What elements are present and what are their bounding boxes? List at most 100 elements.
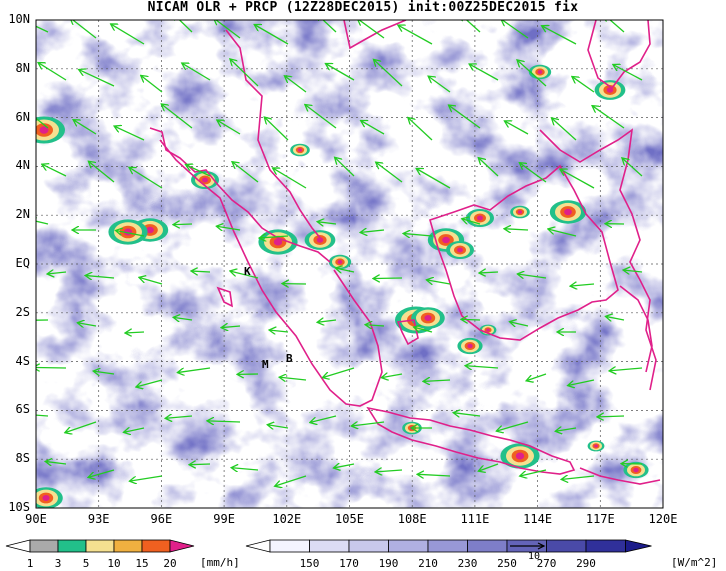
wind-arrow xyxy=(166,416,193,418)
olr-colorbar-swatch xyxy=(427,539,468,553)
wind-arrow xyxy=(174,224,193,225)
wind-arrow xyxy=(137,379,163,387)
coast-luzon xyxy=(587,20,651,90)
wind-arrow xyxy=(336,268,355,272)
wind-arrow xyxy=(36,220,49,224)
wind-arrow xyxy=(593,106,625,129)
wind-arrow xyxy=(285,76,307,93)
wind-arrow xyxy=(505,121,529,135)
coast-sulawesi xyxy=(619,285,653,373)
place-label-m: M xyxy=(262,358,269,371)
wind-arrow xyxy=(311,415,337,422)
wind-arrow xyxy=(318,222,337,224)
precip-colorbar-low-end xyxy=(5,539,31,553)
wind-arrow xyxy=(335,158,355,177)
wind-arrow xyxy=(260,236,289,238)
wind-arrow xyxy=(454,413,481,416)
wind-arrow xyxy=(417,169,451,189)
precip-core xyxy=(146,226,154,234)
wind-arrow xyxy=(518,61,547,87)
wind-arrow xyxy=(89,469,115,477)
olr-tick-label: 290 xyxy=(576,557,596,570)
wind-arrow xyxy=(130,168,163,189)
wind-arrow xyxy=(255,25,289,45)
precip-core xyxy=(633,467,639,473)
wind-arrow xyxy=(94,371,115,374)
wind-arrow xyxy=(479,158,499,177)
precip-core xyxy=(442,236,450,244)
wind-arrow xyxy=(231,271,259,279)
wind-arrow xyxy=(552,119,577,141)
wind-arrow xyxy=(117,231,145,237)
wind-arrow xyxy=(598,416,625,417)
olr-tick-label: 150 xyxy=(300,557,320,570)
wind-arrow xyxy=(569,379,595,385)
wind-arrow xyxy=(326,64,355,81)
wind-arrow xyxy=(265,118,289,141)
wind-arrow xyxy=(404,234,433,236)
wind-arrow xyxy=(323,367,355,377)
wind-arrow xyxy=(36,367,67,368)
wind-arrow xyxy=(280,377,307,380)
wind-arrow xyxy=(374,60,403,87)
olr-colorbar-swatch xyxy=(467,539,508,553)
lon-label: 99E xyxy=(213,512,235,526)
wind-arrow xyxy=(376,163,403,183)
precip-core xyxy=(517,210,523,214)
olr-colorbar-swatch xyxy=(585,539,626,553)
wind-arrow xyxy=(427,280,451,284)
wind-arrow xyxy=(429,77,451,93)
wind-arrow xyxy=(463,219,481,225)
precip-tick-label: 5 xyxy=(83,557,90,570)
wind-arrow xyxy=(358,20,385,39)
coast-island-bangka xyxy=(396,319,419,346)
wind-arrow xyxy=(399,26,433,45)
precip-colorbar-swatch xyxy=(113,539,143,553)
wind-arrow xyxy=(415,327,433,332)
wind-arrow xyxy=(268,425,289,428)
wind-arrow xyxy=(173,20,193,33)
wind-arrow xyxy=(542,26,577,45)
wind-arrow xyxy=(232,468,259,470)
wind-arrow xyxy=(36,414,49,417)
wind-arrow xyxy=(231,60,259,87)
wind-arrow xyxy=(78,323,97,326)
precip-core xyxy=(202,177,208,183)
olr-unit-label: [W/m^2] xyxy=(671,556,718,569)
wind-arrow xyxy=(36,117,49,129)
coastlines xyxy=(149,20,661,485)
wind-arrow xyxy=(361,121,385,135)
wind-arrow xyxy=(502,20,529,39)
wind-arrow xyxy=(86,276,115,278)
olr-tick-label: 170 xyxy=(339,557,359,570)
precip-tick-label: 15 xyxy=(135,557,148,570)
wind-arrow xyxy=(126,332,145,333)
wind-arrow xyxy=(334,464,355,468)
precip-core xyxy=(486,328,490,332)
lat-label: 10S xyxy=(8,500,30,514)
lon-label: 117E xyxy=(585,512,615,526)
precip-core xyxy=(477,215,483,221)
wind-arrow xyxy=(178,367,211,372)
plot-area xyxy=(36,20,663,508)
lon-label: 111E xyxy=(460,512,490,526)
wind-arrow xyxy=(614,65,643,81)
coast-sumatra xyxy=(159,139,383,407)
wind-arrow xyxy=(39,63,67,81)
precip-tick-label: 20 xyxy=(163,557,176,570)
wind-arrow xyxy=(571,284,595,286)
precip-colorbar-high-end xyxy=(169,539,195,553)
grid-lines xyxy=(36,20,663,508)
lat-label: 4N xyxy=(15,158,30,173)
lat-label: 2N xyxy=(15,207,30,222)
wind-arrow xyxy=(366,325,385,326)
wind-arrow xyxy=(66,421,97,432)
wind-arrow xyxy=(71,20,97,39)
olr-tick-label: 230 xyxy=(458,557,478,570)
wind-arrow xyxy=(461,20,481,33)
wind-arrow xyxy=(479,463,499,471)
wind-arrow xyxy=(606,317,625,320)
precip-tick-label: 1 xyxy=(27,557,34,570)
precip-core xyxy=(564,208,572,216)
olr-tick-label: 250 xyxy=(497,557,517,570)
